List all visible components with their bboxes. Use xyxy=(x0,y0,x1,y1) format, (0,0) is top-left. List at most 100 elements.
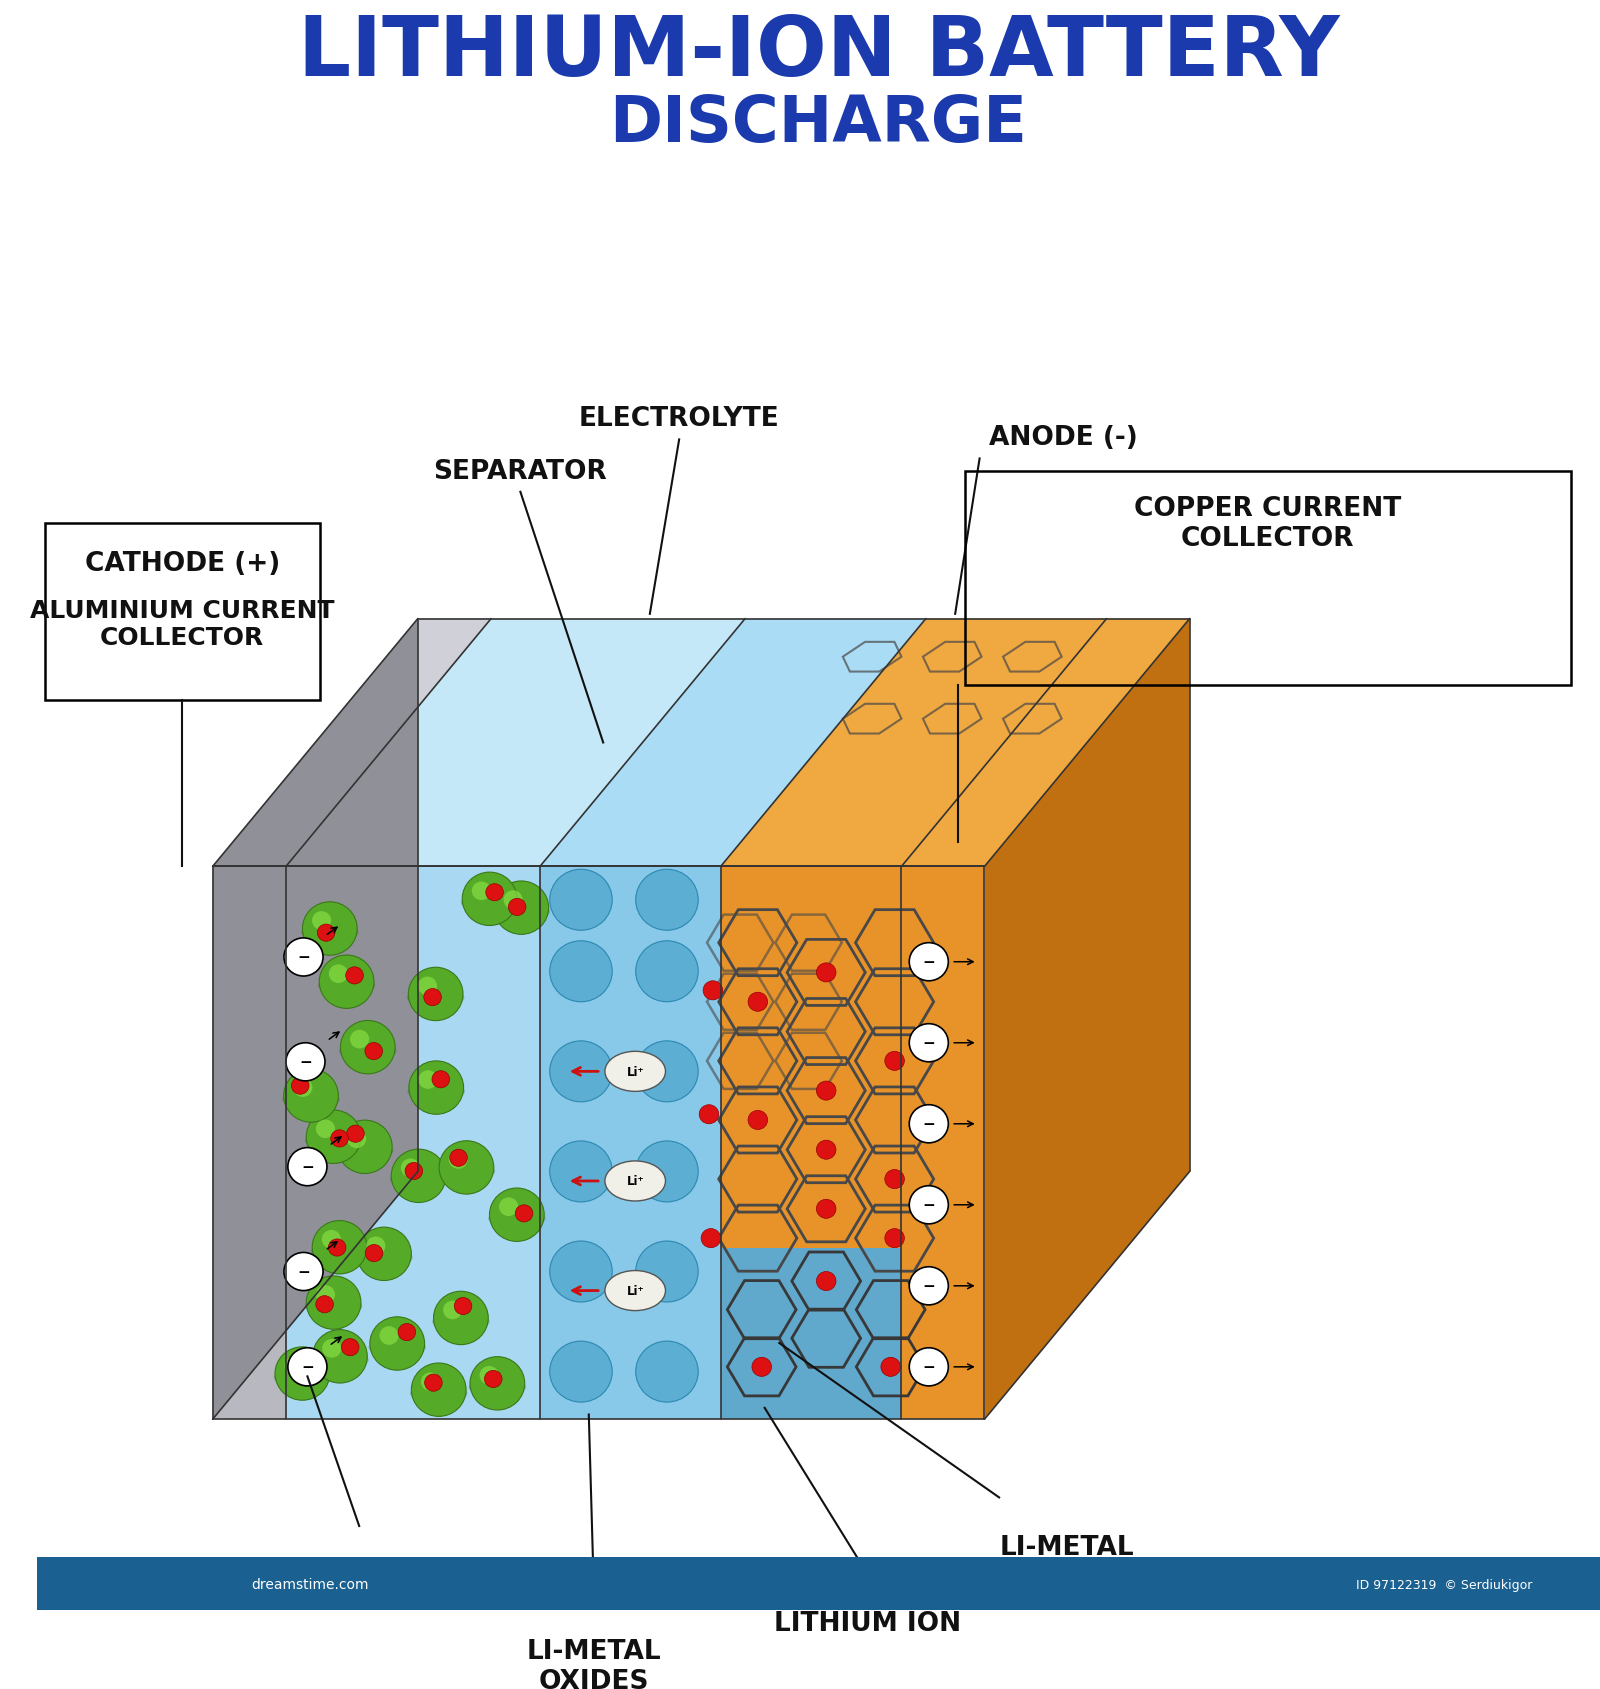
Text: −: − xyxy=(923,954,934,969)
Circle shape xyxy=(635,1241,698,1302)
Circle shape xyxy=(550,1341,613,1402)
Circle shape xyxy=(285,1356,304,1375)
Ellipse shape xyxy=(282,1091,339,1110)
Text: LI-METAL
OXIDES: LI-METAL OXIDES xyxy=(526,1638,661,1689)
Circle shape xyxy=(434,1292,488,1344)
Circle shape xyxy=(330,964,347,983)
Text: LITHIUM ION: LITHIUM ION xyxy=(774,1610,962,1637)
Circle shape xyxy=(699,1105,718,1125)
Text: −: − xyxy=(301,1360,314,1375)
Circle shape xyxy=(550,1241,613,1302)
Circle shape xyxy=(317,924,334,942)
Circle shape xyxy=(418,976,437,997)
Polygon shape xyxy=(901,620,1190,866)
Circle shape xyxy=(550,870,613,931)
Circle shape xyxy=(315,1285,334,1304)
Circle shape xyxy=(366,1236,386,1255)
Polygon shape xyxy=(720,620,1107,866)
Ellipse shape xyxy=(336,1142,394,1160)
Circle shape xyxy=(293,1079,312,1098)
Circle shape xyxy=(504,890,523,909)
Circle shape xyxy=(635,941,698,1002)
Circle shape xyxy=(291,1078,309,1094)
Circle shape xyxy=(283,1069,338,1123)
Circle shape xyxy=(347,1130,366,1149)
Circle shape xyxy=(550,1142,613,1203)
Circle shape xyxy=(283,939,323,976)
Text: Li⁺: Li⁺ xyxy=(626,1284,645,1297)
Text: Li⁺: Li⁺ xyxy=(626,1066,645,1078)
Circle shape xyxy=(283,1253,323,1290)
Circle shape xyxy=(448,1150,467,1169)
Circle shape xyxy=(635,1341,698,1402)
Ellipse shape xyxy=(318,976,376,995)
Circle shape xyxy=(494,882,549,934)
Circle shape xyxy=(312,1329,368,1383)
Text: −: − xyxy=(923,1198,934,1213)
Text: COPPER CURRENT
COLLECTOR: COPPER CURRENT COLLECTOR xyxy=(1134,495,1402,551)
Circle shape xyxy=(635,1040,698,1103)
Circle shape xyxy=(485,1370,502,1388)
Circle shape xyxy=(365,1245,382,1262)
Text: −: − xyxy=(298,1265,310,1279)
Circle shape xyxy=(341,1339,358,1356)
Circle shape xyxy=(499,1198,518,1216)
Circle shape xyxy=(315,1295,333,1312)
Polygon shape xyxy=(984,620,1190,1419)
Text: CATHODE (+): CATHODE (+) xyxy=(85,551,280,576)
Circle shape xyxy=(490,1189,544,1241)
Circle shape xyxy=(322,1230,341,1248)
Circle shape xyxy=(486,883,504,902)
Ellipse shape xyxy=(408,1083,466,1101)
Circle shape xyxy=(749,1111,768,1130)
Ellipse shape xyxy=(406,988,464,1008)
Circle shape xyxy=(346,968,363,985)
Ellipse shape xyxy=(306,1297,362,1316)
Circle shape xyxy=(294,1366,312,1385)
Circle shape xyxy=(322,1339,341,1358)
Circle shape xyxy=(909,942,949,981)
Text: DISCHARGE: DISCHARGE xyxy=(610,93,1027,155)
Circle shape xyxy=(405,1162,422,1181)
Ellipse shape xyxy=(306,1132,362,1150)
Text: −: − xyxy=(923,1035,934,1051)
Ellipse shape xyxy=(355,1248,413,1267)
Circle shape xyxy=(462,873,517,926)
Ellipse shape xyxy=(605,1162,666,1201)
Circle shape xyxy=(882,1358,901,1377)
Text: ID 97122319  © Serdiukigor: ID 97122319 © Serdiukigor xyxy=(1355,1578,1533,1591)
Circle shape xyxy=(635,870,698,931)
Ellipse shape xyxy=(461,893,518,912)
Polygon shape xyxy=(213,866,286,1419)
Circle shape xyxy=(454,1297,472,1314)
Circle shape xyxy=(419,1071,438,1089)
Circle shape xyxy=(816,1140,835,1160)
Circle shape xyxy=(885,1230,904,1248)
Ellipse shape xyxy=(605,1052,666,1091)
Polygon shape xyxy=(901,866,984,1419)
Ellipse shape xyxy=(274,1368,331,1387)
Text: SEPARATOR: SEPARATOR xyxy=(434,458,608,485)
Ellipse shape xyxy=(410,1385,467,1404)
Circle shape xyxy=(379,1326,398,1344)
Text: Li⁺: Li⁺ xyxy=(626,1176,645,1187)
Ellipse shape xyxy=(368,1338,426,1356)
Circle shape xyxy=(331,1130,349,1147)
Polygon shape xyxy=(286,620,746,866)
Circle shape xyxy=(470,1356,525,1410)
Circle shape xyxy=(341,1020,395,1074)
Text: −: − xyxy=(923,1360,934,1375)
Circle shape xyxy=(550,1040,613,1103)
Polygon shape xyxy=(37,1557,1600,1610)
Polygon shape xyxy=(539,866,720,1419)
Circle shape xyxy=(515,1204,533,1223)
Circle shape xyxy=(909,1105,949,1143)
Text: −: − xyxy=(923,1116,934,1132)
Circle shape xyxy=(424,990,442,1007)
Text: ALUMINIUM CURRENT
COLLECTOR: ALUMINIUM CURRENT COLLECTOR xyxy=(30,598,334,650)
Text: ANODE (-): ANODE (-) xyxy=(989,426,1138,451)
Circle shape xyxy=(288,1149,326,1186)
Text: −: − xyxy=(299,1054,312,1069)
Circle shape xyxy=(909,1186,949,1225)
Circle shape xyxy=(550,941,613,1002)
